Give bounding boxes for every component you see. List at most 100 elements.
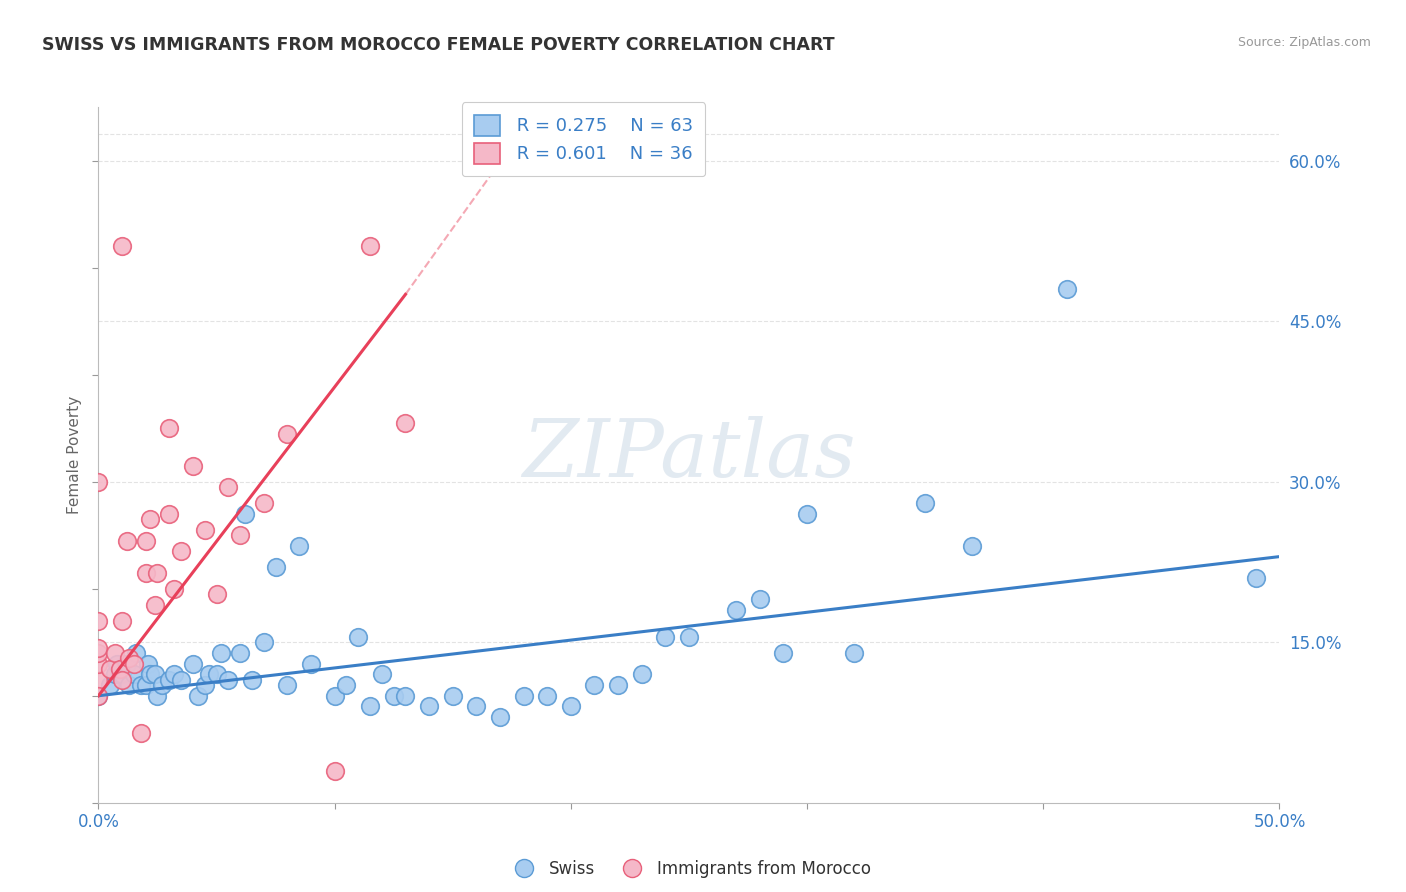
Point [98, 662, 121, 676]
Point [87, 614, 110, 628]
Point [205, 587, 228, 601]
Point [217, 673, 239, 687]
Legend: Swiss, Immigrants from Morocco: Swiss, Immigrants from Morocco [501, 854, 877, 885]
Point [87, 673, 110, 687]
Point [748, 592, 770, 607]
Point [87, 640, 110, 655]
Point [150, 678, 173, 692]
Text: Source: ZipAtlas.com: Source: ZipAtlas.com [1237, 36, 1371, 49]
Point [253, 496, 276, 510]
Point [139, 512, 162, 526]
Point [87, 657, 110, 671]
Point [323, 689, 346, 703]
Point [194, 523, 217, 537]
Point [118, 678, 141, 692]
Point [157, 673, 180, 687]
Point [87, 646, 110, 660]
Point [394, 416, 416, 430]
Point [205, 667, 228, 681]
Point [583, 678, 606, 692]
Point [135, 566, 157, 580]
Point [122, 657, 145, 671]
Point [115, 657, 138, 671]
Point [136, 657, 159, 671]
Point [129, 678, 152, 692]
Point [382, 689, 405, 703]
Point [139, 667, 162, 681]
Point [240, 673, 263, 687]
Point [418, 699, 440, 714]
Point [108, 662, 131, 676]
Point [512, 689, 534, 703]
Point [962, 539, 984, 553]
Y-axis label: Female Poverty: Female Poverty [66, 396, 82, 514]
Point [87, 689, 110, 703]
Point [135, 678, 157, 692]
Point [630, 667, 652, 681]
Point [143, 667, 166, 681]
Point [678, 630, 700, 644]
Point [323, 764, 346, 778]
Point [143, 598, 166, 612]
Point [157, 421, 180, 435]
Point [111, 614, 134, 628]
Point [725, 603, 748, 617]
Point [253, 635, 276, 649]
Point [209, 646, 232, 660]
Point [98, 678, 121, 692]
Text: SWISS VS IMMIGRANTS FROM MOROCCO FEMALE POVERTY CORRELATION CHART: SWISS VS IMMIGRANTS FROM MOROCCO FEMALE … [42, 36, 835, 54]
Point [359, 699, 381, 714]
Point [198, 667, 221, 681]
Point [104, 667, 127, 681]
Point [146, 689, 169, 703]
Point [560, 699, 582, 714]
Point [122, 667, 145, 681]
Point [299, 657, 322, 671]
Point [163, 582, 186, 596]
Point [607, 678, 630, 692]
Point [163, 667, 186, 681]
Point [264, 560, 287, 574]
Point [233, 507, 256, 521]
Point [1056, 282, 1078, 296]
Point [229, 528, 252, 542]
Point [441, 689, 464, 703]
Point [489, 710, 512, 724]
Point [170, 673, 193, 687]
Point [217, 480, 239, 494]
Point [181, 657, 204, 671]
Point [108, 667, 131, 681]
Point [335, 678, 357, 692]
Point [111, 239, 134, 253]
Point [276, 426, 298, 441]
Point [115, 533, 138, 548]
Point [118, 651, 141, 665]
Point [170, 544, 193, 558]
Point [229, 646, 252, 660]
Point [105, 657, 128, 671]
Point [465, 699, 488, 714]
Point [276, 678, 298, 692]
Point [194, 678, 217, 692]
Point [844, 646, 866, 660]
Point [146, 566, 169, 580]
Point [125, 646, 148, 660]
Point [104, 646, 127, 660]
Point [181, 458, 204, 473]
Point [536, 689, 558, 703]
Point [187, 689, 209, 703]
Point [347, 630, 370, 644]
Point [359, 239, 381, 253]
Point [87, 689, 110, 703]
Point [87, 475, 110, 489]
Text: ZIPatlas: ZIPatlas [522, 417, 856, 493]
Point [394, 689, 416, 703]
Point [111, 667, 134, 681]
Point [157, 507, 180, 521]
Point [796, 507, 818, 521]
Point [1244, 571, 1267, 585]
Point [772, 646, 794, 660]
Point [129, 726, 152, 740]
Point [288, 539, 311, 553]
Point [135, 533, 157, 548]
